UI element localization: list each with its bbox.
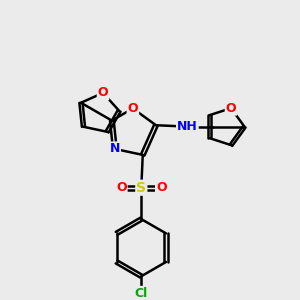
Text: NH: NH xyxy=(177,120,198,133)
Text: Cl: Cl xyxy=(135,287,148,300)
Text: O: O xyxy=(226,102,236,115)
Text: O: O xyxy=(98,86,108,99)
Text: N: N xyxy=(110,142,120,155)
Text: S: S xyxy=(136,181,146,195)
Text: O: O xyxy=(116,181,127,194)
Text: O: O xyxy=(156,181,166,194)
Text: O: O xyxy=(128,102,138,115)
